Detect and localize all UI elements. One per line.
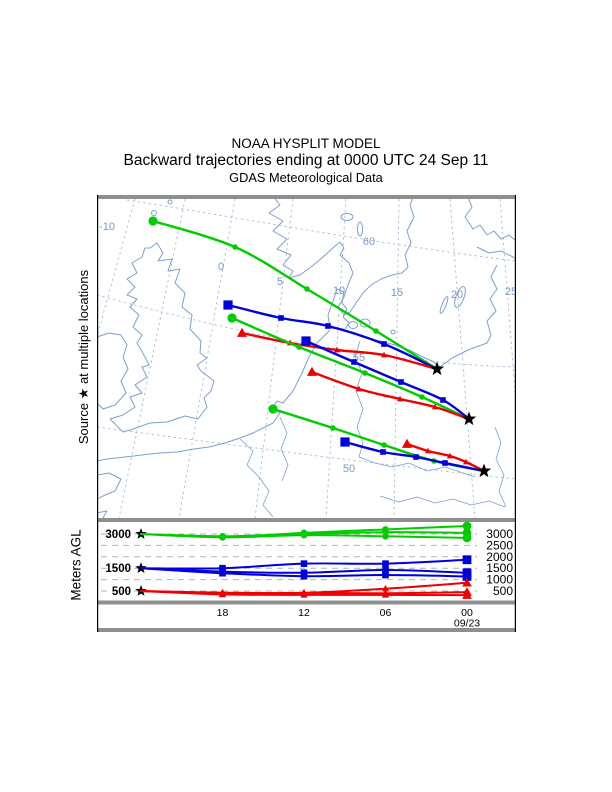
- time-axis-date-label: 09/23: [454, 618, 480, 630]
- height-start-label: 500: [112, 586, 131, 598]
- height-axis-right-label: 2000: [486, 550, 513, 564]
- map-y-axis-label: Source ★ at multiple locations: [76, 269, 91, 445]
- figure-frame: [97, 195, 516, 632]
- time-tick-label: 00: [461, 607, 473, 619]
- trajectory-traj-500m-src2: [306, 366, 471, 421]
- source-star-markers: [429, 361, 492, 478]
- title-block: NOAA HYSPLIT MODEL Backward trajectories…: [0, 136, 612, 186]
- title-model: NOAA HYSPLIT MODEL: [231, 136, 381, 151]
- graticule-label: 25: [505, 286, 516, 298]
- graticule-label: -10: [99, 221, 115, 233]
- height-axis-right-label: 500: [493, 584, 513, 598]
- trajectory-traj-1500m-src3: [340, 437, 486, 473]
- height-start-label: 3000: [105, 529, 131, 541]
- trajectory-traj-3000m-src1: [148, 216, 439, 371]
- graticule-label: 20: [451, 289, 463, 301]
- graticule-label: 5: [277, 276, 283, 288]
- trajectory-traj-1500m-src1: [223, 300, 439, 371]
- height-axis-right-label: 3000: [486, 527, 513, 541]
- height-axis-right-label: 2500: [486, 538, 513, 552]
- time-tick-label: 06: [380, 607, 392, 619]
- coastlines: [98, 199, 515, 519]
- height-axis-right-label: 1000: [486, 573, 513, 587]
- graticule-label: 60: [363, 236, 375, 248]
- graticule-label: 50: [343, 463, 355, 475]
- title-meteorology: GDAS Meteorological Data: [229, 170, 383, 185]
- graticule-label: 15: [391, 287, 403, 299]
- height-series-src3-500m: [140, 590, 472, 599]
- height-start-label: 1500: [105, 563, 131, 575]
- trajectory-traj-1500m-src2: [301, 336, 471, 421]
- time-tick-label: 12: [298, 607, 310, 619]
- height-y-axis-label: Meters AGL: [68, 529, 84, 601]
- height-axis-right-label: 1500: [486, 561, 513, 575]
- trajectory-traj-3000m-src2: [227, 313, 471, 421]
- graticule-label: 0: [218, 261, 224, 273]
- trajectory-traj-500m-src3: [401, 438, 486, 473]
- title-main: Backward trajectories ending at 0000 UTC…: [123, 152, 489, 169]
- height-series-src3-3000m: [140, 531, 472, 543]
- graticule-label: 10: [333, 285, 345, 297]
- height-series-src3-1500m: [140, 567, 472, 581]
- time-tick-label: 18: [217, 607, 229, 619]
- height-series-src1-1500m: [140, 555, 472, 572]
